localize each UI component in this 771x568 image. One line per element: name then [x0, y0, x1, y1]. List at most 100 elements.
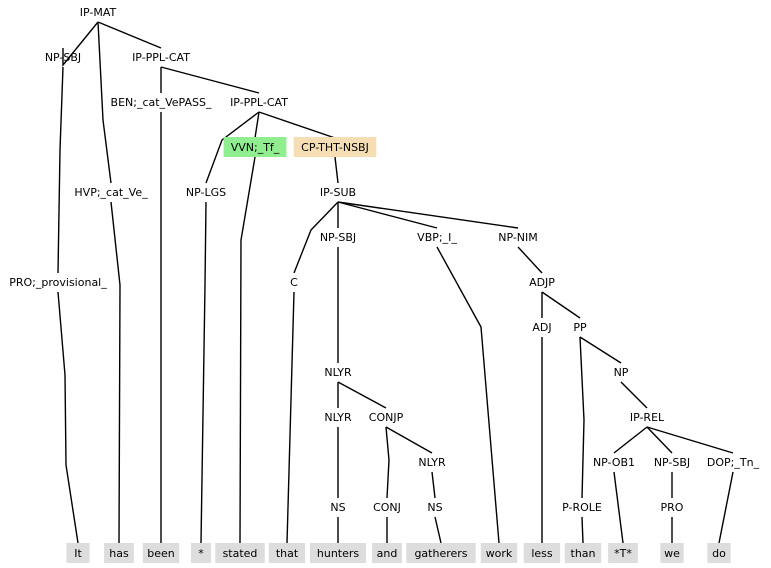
edge-n4-n5 [254, 111, 260, 139]
tree-node-np-sbj: NP-SBJ [320, 231, 356, 244]
edge-n9-n12 [337, 201, 519, 229]
tree-node-ip-mat: IP-MAT [80, 6, 117, 19]
tree-nodes: IP-MAT NP-SBJ IP-PPL-CAT BEN;_cat_VePASS_ IP… [9, 6, 759, 514]
node-label: ADJP [529, 276, 555, 289]
token-box [66, 543, 90, 563]
node-label: CONJ [373, 501, 401, 514]
node-label: IP-MAT [80, 6, 117, 19]
token-box [564, 543, 602, 563]
token-that: that [268, 543, 306, 563]
token-and: and [372, 543, 402, 563]
token-box [142, 543, 180, 563]
token-text: than [571, 547, 596, 560]
node-label: VBP;_I_ [417, 231, 457, 244]
node-label: PRO;_provisional_ [9, 276, 107, 289]
token-box [523, 543, 561, 563]
token-than: than [564, 543, 602, 563]
edge-n8-t3 [200, 201, 207, 544]
edge-n0-n2 [97, 21, 162, 49]
node-label: NP-SBJ [654, 456, 690, 469]
edge-n17-n30 [579, 336, 585, 499]
token-do: do [707, 543, 731, 563]
edge-n9-n14 [293, 201, 339, 274]
token-box [191, 543, 211, 563]
edge-n29-t8 [434, 516, 442, 544]
token-text: * [198, 547, 204, 560]
node-label: CONJP [369, 411, 404, 424]
token-star: * [191, 543, 211, 563]
token-box [104, 543, 134, 563]
node-label: NP [614, 366, 629, 379]
edge-n19-n22 [620, 381, 648, 409]
edge-n11-t9 [436, 246, 500, 544]
tree-node-ben-cat-vepass: BEN;_cat_VePASS_ [111, 96, 212, 109]
tree-edges [57, 21, 734, 544]
tree-node-np: NP [614, 366, 629, 379]
edge-n17-n19 [579, 336, 622, 364]
node-label: PP [573, 321, 587, 334]
tree-node-nlyr: NLYR [418, 456, 446, 469]
token-been: been [142, 543, 180, 563]
tree-node-pro-provisional: PRO;_provisional_ [9, 276, 107, 289]
tree-node-np-nim: NP-NIM [498, 231, 538, 244]
token-text: stated [223, 547, 258, 560]
node-label: NP-LGS [186, 186, 226, 199]
tree-node-np-lgs: NP-LGS [186, 186, 226, 199]
node-label: HVP;_cat_Ve_ [74, 186, 148, 199]
tree-node-pro: PRO [661, 501, 684, 514]
tree-node-ns: NS [427, 501, 442, 514]
edge-n18-n21 [337, 381, 387, 409]
token-gatherers: gatherers [406, 543, 476, 563]
tree-node-ip-ppl-cat: IP-PPL-CAT [230, 96, 288, 109]
node-label: NP-OB1 [593, 456, 635, 469]
tree-node-hvp-cat-ve: HVP;_cat_Ve_ [74, 186, 148, 199]
tree-node-ip-ppl-cat: IP-PPL-CAT [132, 51, 190, 64]
tree-node-np-ob1: NP-OB1 [593, 456, 635, 469]
tree-node-nlyr: NLYR [324, 411, 352, 424]
token-text: gatherers [414, 547, 467, 560]
edge-n9-n11 [337, 201, 438, 229]
edge-n22-n26 [646, 426, 734, 454]
edge-n26-t14 [718, 471, 734, 544]
node-label: CP-THT-NSBJ [301, 141, 369, 154]
edge-n6-n9 [334, 156, 339, 184]
node-label: NS [427, 501, 442, 514]
tree-node-p-role: P-ROLE [562, 501, 602, 514]
token-box [406, 543, 476, 563]
token-text: work [486, 547, 513, 560]
token-has: has [104, 543, 134, 563]
tree-tokens: It has been * stated that hunters and gatherers w… [66, 543, 731, 563]
tree-node-np-sbj: NP-SBJ [45, 51, 81, 64]
edge-n23-n29 [431, 471, 436, 499]
token-it: It [66, 543, 90, 563]
token-box [608, 543, 638, 563]
tree-node-vbp-i: VBP;_I_ [417, 231, 457, 244]
node-label: PRO [661, 501, 684, 514]
token-text: It [74, 547, 82, 560]
edge-n21-n28 [385, 426, 390, 499]
token-hunters: hunters [309, 543, 367, 563]
node-label: NP-SBJ [320, 231, 356, 244]
tree-node-dop-tn: DOP;_Tn_ [707, 456, 760, 469]
edge-n24-t12 [613, 471, 624, 544]
edge-n14-t5 [286, 291, 295, 544]
edge-n5-t4 [239, 156, 256, 544]
token-text: *T* [614, 547, 632, 560]
node-label: NP-SBJ [45, 51, 81, 64]
tree-node-np-sbj: NP-SBJ [654, 456, 690, 469]
edge-n2-n4 [160, 66, 260, 94]
node-label: BEN;_cat_VePASS_ [111, 96, 212, 109]
node-label: IP-SUB [320, 186, 356, 199]
tree-node-vvn-tf: VVN;_Tf_ [223, 137, 287, 157]
node-label: IP-REL [630, 411, 665, 424]
tree-node-pp: PP [573, 321, 587, 334]
token-stated: stated [215, 543, 265, 563]
edge-n13-t0 [57, 291, 79, 544]
token-text: and [377, 547, 398, 560]
node-label: C [290, 276, 298, 289]
edge-n12-n15 [517, 246, 543, 274]
node-label: NLYR [418, 456, 446, 469]
token-text: less [531, 547, 553, 560]
node-label: IP-PPL-CAT [132, 51, 190, 64]
